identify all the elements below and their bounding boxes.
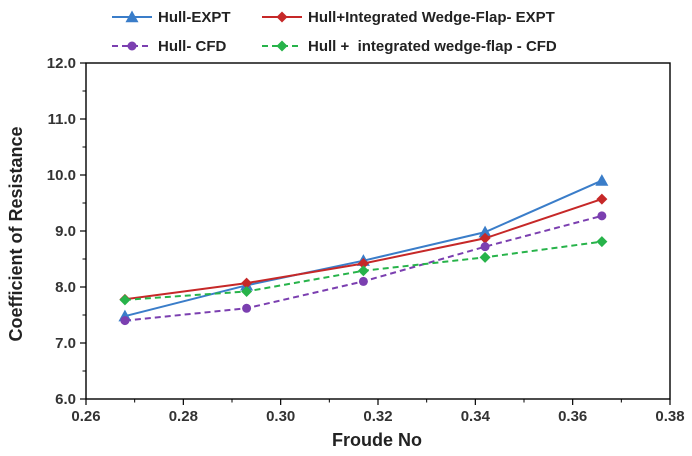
data-point [120, 316, 130, 326]
x-tick-label: 0.36 [558, 408, 587, 425]
x-tick-label: 0.30 [266, 408, 295, 425]
data-point [357, 257, 369, 269]
data-point [595, 174, 609, 186]
y-tick-label: 6.0 [55, 391, 76, 408]
data-point [241, 285, 253, 297]
data-point [596, 193, 608, 205]
legend-marker [276, 40, 288, 52]
data-point [357, 265, 369, 277]
x-tick-label: 0.32 [363, 408, 392, 425]
x-tick-label: 0.38 [655, 408, 684, 425]
x-axis-title: Froude No [332, 430, 422, 450]
x-tick-label: 0.28 [169, 408, 198, 425]
y-tick-label: 12.0 [47, 55, 76, 72]
y-tick-label: 10.0 [47, 167, 76, 184]
y-tick-label: 8.0 [55, 279, 76, 296]
legend-entry: Hull- CFD [112, 38, 226, 55]
legend-marker [276, 11, 288, 23]
plot-area: 0.26 0.28 0.30 0.32 0.34 0.36 0.38 6.0 7.0 8.0 9.0… [47, 55, 685, 425]
data-point [596, 236, 608, 248]
legend-marker [125, 10, 139, 23]
series-3 [120, 211, 607, 326]
y-tick-label: 9.0 [55, 223, 76, 240]
legend-entry: Hull-EXPT [112, 9, 231, 26]
x-tick-label: 0.34 [461, 408, 491, 425]
data-point [242, 303, 252, 313]
y-tick-label: 7.0 [55, 335, 76, 352]
data-point [479, 232, 491, 244]
data-point [119, 294, 131, 306]
data-point [241, 277, 253, 289]
data-point [479, 251, 491, 263]
legend-label: Hull+Integrated Wedge-Flap- EXPT [308, 9, 555, 26]
series-4 [119, 236, 608, 306]
legend-label: Hull + integrated wedge-flap - CFD [308, 38, 557, 55]
legend-entry: Hull+Integrated Wedge-Flap- EXPT [262, 9, 555, 26]
y-axis-title: Coefficient of Resistance [6, 126, 26, 341]
data-point [480, 242, 490, 252]
x-tick-label: 0.26 [71, 408, 100, 425]
data-point [358, 276, 368, 286]
data-point [478, 225, 492, 238]
legend-label: Hull- CFD [158, 38, 226, 55]
y-tick-label: 11.0 [48, 111, 76, 128]
legend-marker [127, 41, 137, 51]
legend-label: Hull-EXPT [158, 9, 231, 26]
plot-frame [85, 62, 671, 400]
series-1 [118, 174, 609, 322]
data-point [597, 211, 607, 221]
legend-entry: Hull + integrated wedge-flap - CFD [262, 38, 557, 55]
legend: Hull-EXPT Hull+Integrated Wedge-Flap- EXP… [112, 9, 557, 55]
